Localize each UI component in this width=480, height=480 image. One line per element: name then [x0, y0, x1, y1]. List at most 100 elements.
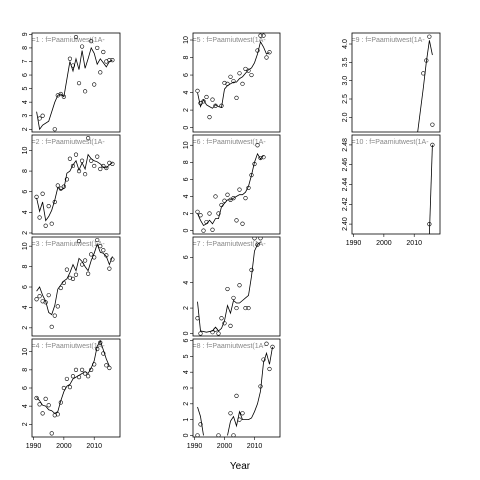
strip-group: s=4 : f=Paamiutwest(1A- — [28, 343, 105, 350]
strip-label: s=5 : f=Paamiutwest(1A- — [189, 37, 266, 44]
y-tick-label: 6 — [22, 386, 29, 390]
panel-frame — [31, 134, 121, 235]
point — [76, 168, 82, 174]
point — [243, 196, 248, 201]
y-tick-label: 6 — [183, 255, 190, 259]
strip-label: s=8 : f=Paamiutwest(1A- — [189, 343, 266, 350]
point — [198, 213, 203, 218]
point — [222, 80, 227, 86]
point — [110, 161, 115, 166]
point — [427, 34, 432, 39]
x-tick-label: 2000 — [376, 240, 392, 247]
fit-line — [429, 144, 433, 234]
point — [225, 286, 230, 292]
point — [107, 365, 112, 371]
point — [225, 81, 230, 86]
x-tick-label: 1990 — [346, 240, 362, 247]
point — [246, 68, 251, 73]
point — [98, 340, 103, 345]
point — [76, 238, 82, 244]
point — [219, 103, 224, 108]
point — [421, 71, 426, 76]
point — [43, 300, 48, 305]
panel-data — [417, 34, 435, 132]
point — [216, 433, 221, 437]
point — [95, 346, 100, 352]
point — [73, 34, 79, 40]
point — [252, 237, 257, 241]
strip-label: s=4 : f=Paamiutwest(1A- — [28, 343, 105, 350]
y-tick-label: 0 — [183, 433, 190, 437]
fit-line — [36, 339, 110, 414]
point — [258, 384, 263, 389]
y-tick-label: 2 — [183, 402, 190, 406]
y-tick-label: 0 — [183, 229, 190, 233]
point — [67, 56, 73, 61]
strip-group: s=7 : f=Paamiutwest(1A- — [193, 241, 266, 248]
point — [240, 81, 245, 86]
point — [258, 237, 263, 241]
panel-data — [427, 142, 435, 234]
point — [79, 158, 85, 163]
point — [237, 71, 242, 76]
y-tick-label: 3.5 — [342, 57, 349, 67]
point — [222, 198, 227, 203]
y-tick-label: 4 — [183, 370, 190, 374]
point — [37, 402, 42, 407]
point — [430, 142, 435, 147]
point — [210, 227, 215, 232]
point — [40, 191, 45, 196]
y-tick-label: 6 — [183, 339, 190, 343]
point — [73, 152, 79, 157]
point — [58, 91, 63, 97]
strip-group: s=3 : f=Paamiutwest(1A- — [28, 241, 105, 248]
point — [101, 163, 106, 169]
fit-line — [197, 241, 261, 333]
y-tick-label: 3 — [22, 114, 29, 118]
panel-data — [195, 341, 275, 437]
point — [92, 163, 97, 169]
strip-group: s=10 : f=Paamiutwest(1A- — [352, 139, 429, 146]
point — [95, 237, 100, 243]
strip-label: s=1 : f=Paamiutwest(1A- — [28, 37, 105, 44]
point — [46, 293, 51, 298]
point — [52, 413, 57, 418]
y-tick-label: 6 — [22, 73, 29, 77]
point — [89, 252, 94, 257]
point — [264, 341, 269, 346]
point — [92, 82, 97, 87]
strip-group: s=5 : f=Paamiutwest(1A- — [189, 37, 266, 44]
y-tick-label: 2.5 — [342, 94, 349, 104]
y-tick-label: 6 — [22, 190, 29, 194]
point — [70, 163, 76, 169]
point — [79, 367, 85, 372]
point — [40, 113, 45, 118]
fit-line — [417, 40, 433, 132]
point — [86, 135, 91, 141]
fit-line — [36, 153, 113, 222]
point — [216, 211, 221, 216]
y-tick-label: 4 — [183, 281, 190, 285]
y-tick-label: 2.40 — [342, 217, 349, 231]
point — [92, 362, 97, 367]
point — [73, 367, 79, 372]
point — [89, 158, 94, 163]
point — [210, 330, 215, 335]
point — [110, 58, 115, 63]
strip-label: s=3 : f=Paamiutwest(1A- — [28, 241, 105, 248]
point — [89, 367, 94, 372]
point — [98, 70, 103, 75]
point — [267, 50, 272, 55]
point — [43, 223, 48, 228]
point — [83, 172, 88, 177]
panel-frame — [31, 32, 121, 133]
point — [110, 257, 115, 262]
point — [73, 272, 79, 277]
point — [104, 363, 109, 368]
point — [207, 115, 212, 120]
point — [261, 357, 266, 362]
point — [79, 44, 85, 49]
panel-data — [195, 33, 272, 120]
point — [83, 258, 88, 263]
point — [86, 271, 91, 276]
